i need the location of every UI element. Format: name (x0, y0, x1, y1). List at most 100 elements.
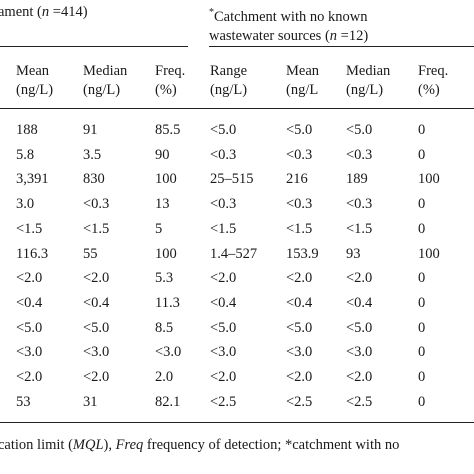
table-cell: <0.3 (286, 146, 313, 163)
table-cell: 0 (418, 294, 426, 311)
table-cell: 5.8 (16, 146, 35, 163)
column-header-line1: Mean (16, 63, 50, 79)
column-header-line2: (%) (155, 82, 177, 98)
column-header-line1: Freq. (155, 63, 186, 79)
column-header-line1: Mean (286, 63, 320, 79)
column-header-line2: (%) (418, 82, 440, 98)
table-cell: 0 (418, 319, 426, 336)
group-header-left-prefix: ament ( (0, 4, 42, 20)
table-cell: 55 (83, 245, 98, 262)
table-cell: 8.5 (155, 319, 174, 336)
column-header-line1: Median (346, 63, 391, 79)
table-cell: <0.3 (210, 196, 237, 213)
table-cell: <2.5 (346, 393, 373, 410)
table-cell: <0.3 (210, 146, 237, 163)
group-header-left-n-value: =414) (49, 4, 88, 20)
column-header: Range (ng/L) (210, 62, 247, 100)
table-cell: 100 (155, 245, 177, 262)
table-cell: 0 (418, 146, 426, 163)
table-cell: <5.0 (210, 319, 237, 336)
group-header-left-n: n (41, 4, 50, 20)
table-cell: 0 (418, 369, 426, 385)
table-cell: 830 (83, 171, 105, 188)
table-cell: 11.3 (155, 294, 180, 311)
table-cell: 25–515 (210, 171, 254, 188)
column-header: Mean (ng/L (286, 62, 319, 100)
table-cell: 0 (418, 122, 426, 138)
rule-left-group (0, 46, 188, 47)
table-cell: 100 (418, 245, 440, 262)
rule-right-group (209, 46, 474, 47)
table-cell: <5.0 (286, 122, 313, 138)
table-cell: 116.3 (16, 245, 49, 262)
table-cell: 53 (16, 393, 31, 410)
rule-table-bottom (0, 422, 474, 423)
footnote-mql: MQL (72, 437, 104, 453)
footnote: cation limit (MQL), Freq frequency of de… (0, 438, 399, 453)
table-cell: <5.0 (16, 319, 43, 336)
group-header-right-n-value: =12) (337, 28, 369, 44)
footnote-freq: Freq (115, 437, 144, 453)
table-cell: <0.4 (16, 294, 43, 311)
table-cell: <0.4 (83, 294, 110, 311)
column-header-line1: Range (210, 63, 248, 79)
group-header-right-line1: Catchment with no known (214, 9, 368, 25)
table-cell: <1.5 (16, 220, 43, 237)
column-header-line1: Freq. (418, 63, 449, 79)
table-cell: <1.5 (83, 220, 110, 237)
table-cell: <3.0 (155, 344, 182, 361)
table-cell: 0 (418, 393, 426, 410)
table-cell: 153.9 (286, 245, 319, 262)
table-cell: 5 (155, 220, 163, 237)
table-cell: <0.3 (346, 146, 373, 163)
column-header: Freq. (%) (155, 62, 185, 100)
table-cell: 13 (155, 196, 170, 213)
asterisk-marker: * (209, 7, 214, 18)
table-cell: 188 (16, 122, 38, 138)
table-cell: 3.0 (16, 196, 35, 213)
table-cell: <0.4 (286, 294, 313, 311)
column-header-line2: (ng/L (286, 82, 319, 98)
rule-header-bottom (0, 108, 474, 109)
group-header-right-line2-prefix: wastewater sources ( (209, 28, 330, 44)
group-header-right: *Catchment with no known wastewater sour… (209, 3, 368, 46)
table-cell: <2.0 (210, 369, 237, 385)
table-cell: <3.0 (346, 344, 373, 361)
table-cell: <3.0 (210, 344, 237, 361)
table-cell: <2.0 (286, 369, 313, 385)
table-cell: <5.0 (346, 319, 373, 336)
table-cell: 90 (155, 146, 170, 163)
table-cell: <0.4 (346, 294, 373, 311)
column-header-line2: (ng/L) (346, 82, 384, 98)
table-cell: <0.3 (346, 196, 373, 213)
footnote-part3: frequency of detection; *catchment with … (143, 437, 400, 453)
table-cell: 1.4–527 (210, 245, 258, 262)
table-cell: <5.0 (210, 122, 237, 138)
table-cell: <3.0 (16, 344, 43, 361)
column-header: Mean (ng/L) (16, 62, 53, 100)
table-cell: 0 (418, 220, 426, 237)
table-cell: <2.0 (83, 270, 110, 287)
table-cell: 93 (346, 245, 361, 262)
table-cell: 85.5 (155, 122, 181, 138)
table-cell: 2.0 (155, 369, 174, 385)
footnote-part1: cation limit ( (0, 437, 73, 453)
table-cell: <2.0 (16, 369, 43, 385)
column-header-line2: (ng/L) (16, 82, 54, 98)
table-cell: <0.3 (83, 196, 110, 213)
table-cell: 0 (418, 344, 426, 361)
table-cell: <5.0 (83, 319, 110, 336)
table-cell: <0.3 (286, 196, 313, 213)
footnote-part2: ), (103, 437, 116, 453)
column-header-line1: Median (83, 63, 128, 79)
table-cell: 216 (286, 171, 308, 188)
table-cell: <2.5 (286, 393, 313, 410)
table-cell: <2.0 (83, 369, 110, 385)
table-cell: <2.0 (210, 270, 237, 287)
table-cell: 5.3 (155, 270, 174, 287)
table-cell: <5.0 (346, 122, 373, 138)
table-cell: <2.0 (346, 369, 373, 385)
group-header-right-n: n (329, 28, 338, 44)
column-header: Median (ng/L) (83, 62, 127, 100)
column-header: Median (ng/L) (346, 62, 390, 100)
